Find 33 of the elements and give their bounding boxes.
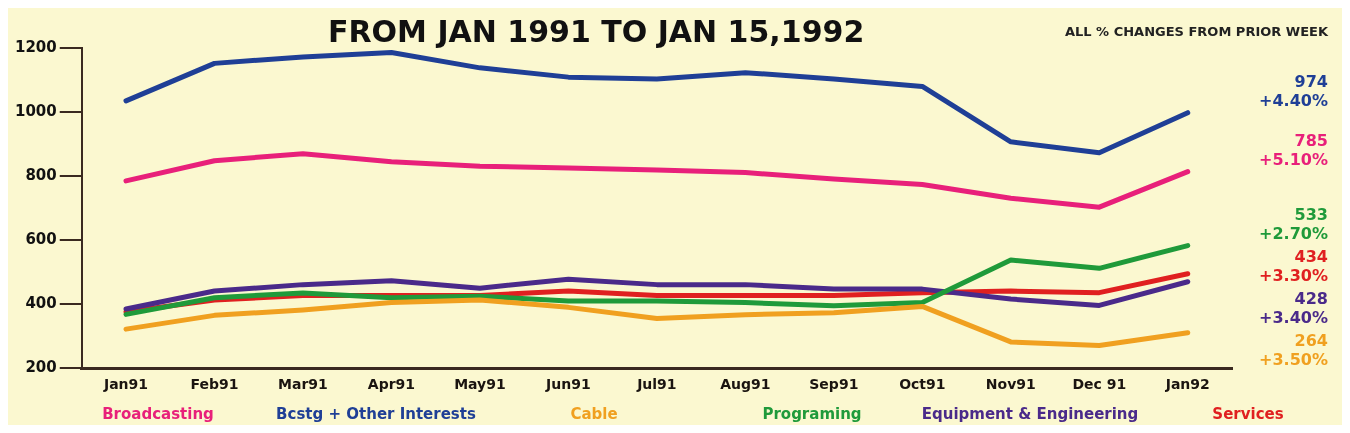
text: 785 +5.10% xyxy=(1259,130,1328,169)
x-tick-label: Aug91 xyxy=(720,376,771,393)
x-tick-label: Mar91 xyxy=(278,376,328,393)
x-tick-label: Sep91 xyxy=(809,376,859,393)
x-tick-label: May91 xyxy=(454,376,506,393)
text: Equipment & Engineering xyxy=(921,405,1139,423)
text: 533 +2.70% xyxy=(1259,204,1328,243)
text: Cable xyxy=(570,405,618,423)
x-tick-label: Jul91 xyxy=(636,376,677,393)
y-tick-label: 200 xyxy=(25,358,57,377)
text: 434 +3.30% xyxy=(1259,246,1328,285)
text: Services xyxy=(1212,405,1284,423)
text: Bcstg + Other Interests xyxy=(276,405,476,423)
y-tick-label: 1200 xyxy=(15,37,57,56)
x-tick-label: Jan92 xyxy=(1164,376,1210,393)
y-tick-label: 1000 xyxy=(15,101,57,120)
chart-subtitle: ALL % CHANGES FROM PRIOR WEEK xyxy=(1064,24,1329,39)
x-tick-label: Dec 91 xyxy=(1072,376,1127,393)
x-tick-label: Oct91 xyxy=(899,376,946,393)
x-tick-label: Jun91 xyxy=(545,376,591,393)
text: Programing xyxy=(762,405,862,423)
x-tick-label: Feb91 xyxy=(190,376,239,393)
text: Broadcasting xyxy=(102,405,214,423)
chart-title: FROM JAN 1991 TO JAN 15,1992 xyxy=(328,14,865,49)
y-tick-label: 600 xyxy=(25,230,57,249)
y-tick-label: 800 xyxy=(25,165,57,184)
x-tick-label: Nov91 xyxy=(985,376,1036,393)
text: 974 +4.40% xyxy=(1259,71,1328,110)
y-tick-label: 400 xyxy=(25,294,57,313)
text: 264 +3.50% xyxy=(1259,330,1328,369)
x-tick-label: Jan91 xyxy=(102,376,149,393)
text: 428 +3.40% xyxy=(1259,288,1328,327)
x-tick-label: Apr91 xyxy=(367,376,416,393)
